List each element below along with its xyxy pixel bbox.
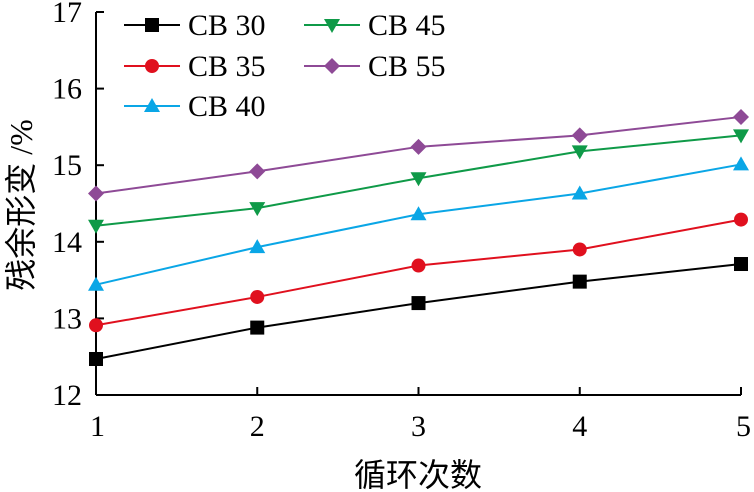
data-point — [572, 274, 587, 289]
x-axis-title: 循环次数 — [354, 457, 482, 492]
legend-label: CB 45 — [368, 9, 446, 42]
y-tick-label: 14 — [52, 226, 82, 259]
data-point — [250, 289, 265, 304]
y-tick-label: 16 — [52, 73, 82, 106]
series-lines — [88, 108, 749, 366]
series-cb-45 — [88, 129, 749, 234]
x-tick-label: 2 — [250, 410, 265, 443]
legend-item: CB 55 — [304, 50, 446, 83]
x-tick-label: 1 — [90, 410, 105, 443]
legend-item: CB 30 — [124, 9, 266, 42]
data-point — [88, 276, 104, 291]
y-tick-label: 17 — [52, 0, 82, 29]
legend-marker — [145, 18, 159, 32]
data-point — [88, 219, 104, 234]
legend-label: CB 40 — [188, 90, 266, 123]
legend-item: CB 45 — [304, 9, 446, 42]
data-point — [410, 206, 427, 221]
x-tick-label: 5 — [736, 410, 751, 443]
data-point — [410, 138, 427, 155]
data-point — [250, 320, 265, 335]
data-point — [88, 185, 104, 202]
legend-label: CB 55 — [368, 50, 446, 83]
x-tick-label: 4 — [572, 410, 587, 443]
series-line — [95, 263, 742, 360]
data-point — [410, 172, 427, 187]
data-point — [572, 242, 587, 257]
y-tick-label: 15 — [52, 149, 82, 182]
series-cb-35 — [89, 212, 748, 333]
x-tick-label: 3 — [411, 410, 426, 443]
data-point — [249, 163, 266, 180]
data-point — [411, 258, 426, 273]
legend: CB 30 CB 35 CB 40 CB 45 CB 55 — [124, 9, 446, 123]
data-point — [733, 156, 749, 171]
series-cb-55 — [88, 108, 749, 202]
series-cb-30 — [89, 257, 748, 366]
data-point — [89, 351, 103, 366]
y-tick-label: 13 — [52, 302, 82, 335]
legend-item: CB 35 — [124, 50, 266, 83]
data-point — [411, 296, 426, 311]
data-point — [571, 145, 588, 160]
legend-marker — [145, 59, 159, 73]
data-point — [249, 239, 266, 254]
legend-marker — [324, 58, 340, 74]
y-tick-label: 12 — [52, 379, 82, 412]
data-point — [249, 202, 266, 217]
data-point — [89, 318, 103, 333]
data-point — [733, 129, 749, 144]
data-point — [571, 185, 588, 200]
legend-label: CB 30 — [188, 9, 266, 42]
legend-marker — [324, 19, 340, 33]
data-point — [734, 212, 748, 227]
data-point — [734, 257, 748, 272]
y-axis-title: 残余形变 /% — [3, 119, 39, 291]
legend-label: CB 35 — [188, 50, 266, 83]
data-point — [571, 127, 588, 144]
legend-item: CB 40 — [124, 90, 266, 123]
series-cb-40 — [88, 156, 749, 291]
legend-marker — [144, 98, 160, 112]
data-point — [733, 108, 749, 125]
